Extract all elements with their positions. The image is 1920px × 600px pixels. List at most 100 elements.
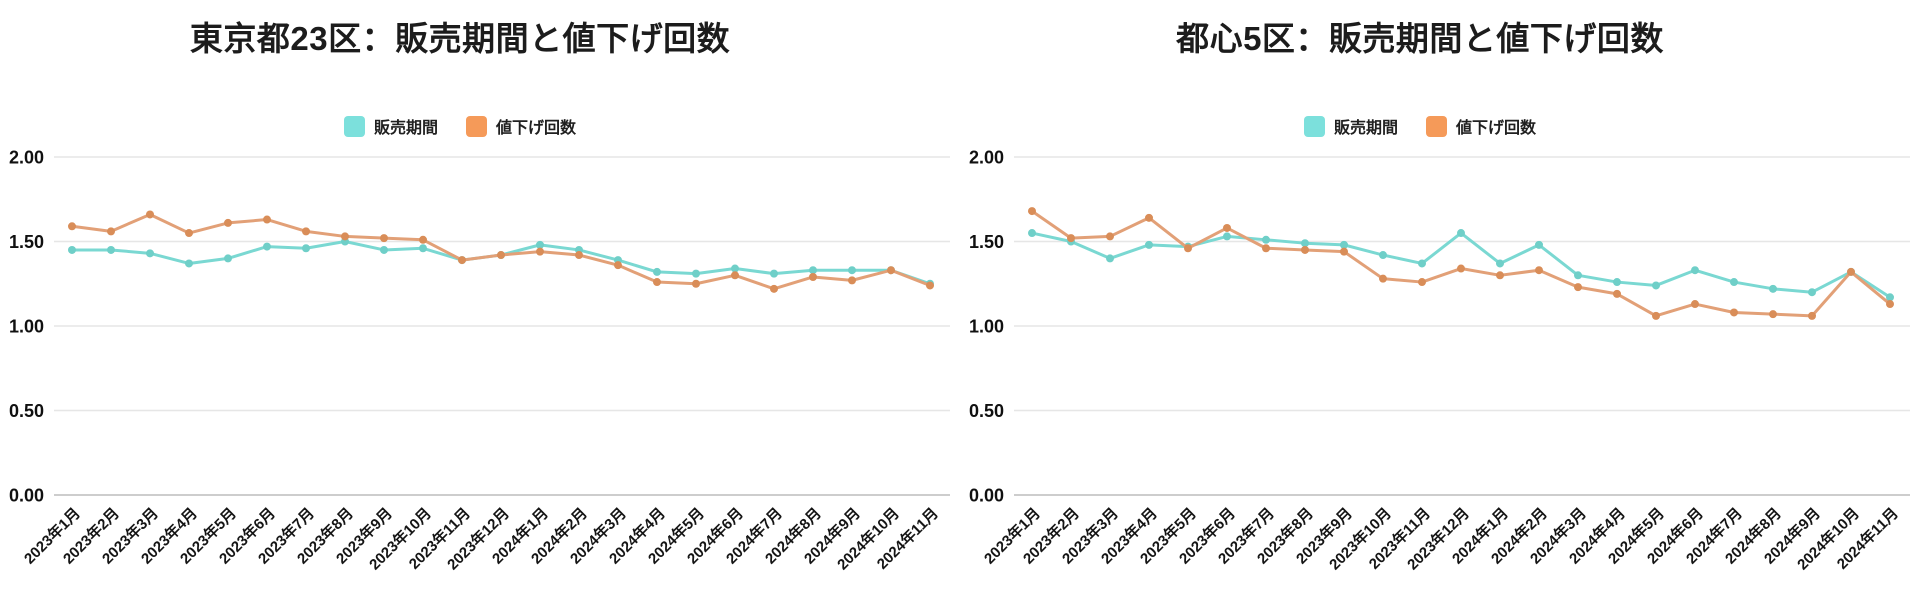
data-point xyxy=(224,254,232,263)
data-point xyxy=(731,264,739,273)
data-point xyxy=(1769,284,1777,293)
legend-swatch-sales-period xyxy=(343,115,365,137)
data-point xyxy=(1613,278,1621,287)
data-point xyxy=(1262,244,1270,253)
y-axis-tick-label: 1.50 xyxy=(9,232,44,252)
data-point xyxy=(1379,274,1387,283)
chart-panel-tokyo23: 0.00 0.50 1.00 1.50 2.00 2023年1月 2023年2月 2023年3… xyxy=(0,20,950,573)
data-point xyxy=(1067,234,1075,243)
data-point xyxy=(224,218,232,227)
data-point xyxy=(68,222,76,231)
y-axis-tick-label: 0.00 xyxy=(969,486,1004,506)
data-point xyxy=(146,249,154,258)
data-point xyxy=(1223,232,1231,241)
data-point xyxy=(1418,259,1426,268)
data-point xyxy=(1652,311,1660,320)
data-point xyxy=(497,251,505,260)
data-point xyxy=(1730,278,1738,287)
y-axis-tick-label: 1.00 xyxy=(969,317,1004,337)
data-point xyxy=(1535,266,1543,275)
data-point xyxy=(1535,240,1543,249)
data-point xyxy=(848,276,856,285)
data-point xyxy=(107,245,115,254)
y-axis-tick-label: 2.00 xyxy=(969,148,1004,168)
legend-item-sales-period[interactable]: 販売期間 xyxy=(1303,114,1398,138)
data-point xyxy=(185,229,193,238)
legend-item-sales-period[interactable]: 販売期間 xyxy=(343,114,438,138)
chart-legend: 販売期間 値下げ回数 xyxy=(0,114,920,138)
chart-title-central5: 都心5区：販売期間と値下げ回数 xyxy=(1176,20,1664,57)
data-point xyxy=(419,244,427,253)
data-point xyxy=(536,240,544,249)
data-point xyxy=(263,215,271,224)
y-axis-tick-label: 0.00 xyxy=(9,486,44,506)
data-point xyxy=(1418,278,1426,287)
data-point xyxy=(1223,223,1231,232)
data-point xyxy=(107,227,115,236)
data-point xyxy=(1574,283,1582,292)
data-point xyxy=(926,281,934,290)
data-point xyxy=(1496,271,1504,280)
data-point xyxy=(1301,245,1309,254)
data-point xyxy=(614,261,622,270)
data-point xyxy=(341,232,349,241)
data-point xyxy=(1145,240,1153,249)
data-point xyxy=(1496,259,1504,268)
data-point xyxy=(809,272,817,281)
data-point xyxy=(1613,289,1621,298)
data-point xyxy=(1301,239,1309,248)
data-point xyxy=(770,284,778,293)
data-point xyxy=(146,210,154,219)
y-axis-tick-label: 2.00 xyxy=(9,148,44,168)
y-axis-tick-label: 1.50 xyxy=(969,232,1004,252)
data-point xyxy=(809,266,817,275)
data-point xyxy=(1379,251,1387,260)
legend-item-price-cuts[interactable]: 値下げ回数 xyxy=(1426,114,1536,138)
data-point xyxy=(692,279,700,288)
series-line-price-cuts xyxy=(1030,209,1892,318)
legend-swatch-price-cuts xyxy=(1426,115,1447,137)
data-point xyxy=(1340,240,1348,249)
y-axis-tick-label: 0.50 xyxy=(9,401,44,421)
data-point xyxy=(1730,308,1738,317)
data-point xyxy=(1652,281,1660,290)
data-point xyxy=(1184,244,1192,253)
data-point xyxy=(536,247,544,256)
data-point xyxy=(1886,300,1894,309)
legend-label-sales-period: 販売期間 xyxy=(373,120,438,137)
legend-swatch-price-cuts xyxy=(466,115,487,137)
data-point xyxy=(1145,213,1153,222)
data-point xyxy=(575,251,583,260)
legend-item-price-cuts[interactable]: 値下げ回数 xyxy=(466,114,576,138)
data-point xyxy=(1847,267,1855,276)
data-point xyxy=(770,269,778,278)
legend-swatch-sales-period xyxy=(1303,115,1325,137)
data-point xyxy=(419,235,427,244)
data-point xyxy=(185,259,193,268)
data-point xyxy=(302,227,310,236)
data-point xyxy=(653,278,661,287)
data-point xyxy=(1106,232,1114,241)
data-point xyxy=(1028,207,1036,216)
line-chart-central5: 0.000.501.001.502.002023年1月2023年2月2023年3… xyxy=(969,148,1910,573)
data-point xyxy=(1262,235,1270,244)
data-point xyxy=(1808,311,1816,320)
chart-title-tokyo23: 東京都23区：販売期間と値下げ回数 xyxy=(189,20,731,57)
data-point xyxy=(1691,266,1699,275)
data-point xyxy=(458,256,466,265)
legend-label-price-cuts: 値下げ回数 xyxy=(1456,120,1537,137)
data-point xyxy=(1574,271,1582,280)
data-point xyxy=(1106,254,1114,263)
data-point xyxy=(1808,288,1816,297)
y-axis-tick-label: 0.50 xyxy=(969,401,1004,421)
data-point xyxy=(1028,229,1036,238)
data-point xyxy=(731,271,739,280)
data-point xyxy=(1457,264,1465,273)
data-point xyxy=(68,245,76,254)
data-point xyxy=(263,242,271,251)
data-point xyxy=(302,244,310,253)
chart-legend: 販売期間 値下げ回数 xyxy=(960,114,1880,138)
legend-label-sales-period: 販売期間 xyxy=(1333,120,1398,137)
data-point xyxy=(380,234,388,243)
